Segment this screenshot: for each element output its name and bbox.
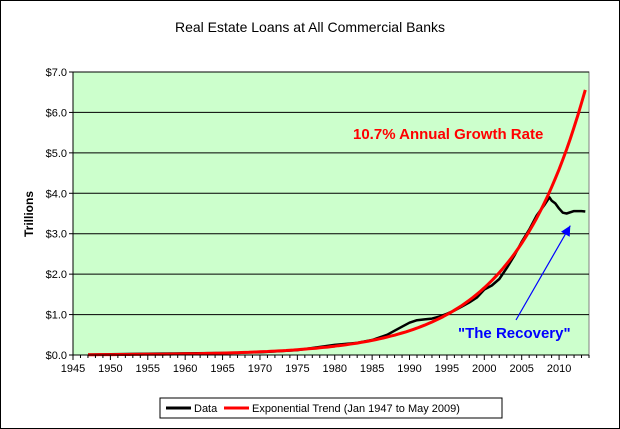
series-layer <box>87 89 587 357</box>
y-axis-label: Trillions <box>22 191 36 237</box>
y-tick-label: $6.0 <box>46 107 67 119</box>
annotation-growth-rate: 10.7% Annual Growth Rate <box>353 126 543 143</box>
recovery-arrow-shaft <box>515 225 571 321</box>
x-tick-label: 2000 <box>472 363 496 375</box>
legend-label-trend: Exponential Trend (Jan 1947 to May 2009) <box>252 403 460 415</box>
legend-label-data: Data <box>194 403 218 415</box>
x-tick-label: 1950 <box>98 363 122 375</box>
y-tick-label: $5.0 <box>46 148 67 160</box>
y-tick-label: $0.0 <box>46 350 67 362</box>
x-tick-label: 1990 <box>397 363 421 375</box>
x-tick-label: 1965 <box>210 363 234 375</box>
recovery-arrow-head <box>561 225 571 237</box>
x-tick-label: 1975 <box>285 363 309 375</box>
chart-title: Real Estate Loans at All Commercial Bank… <box>175 19 445 35</box>
x-tick-label: 1960 <box>173 363 197 375</box>
axes: $0.0 $1.0 $2.0 $3.0 $4.0 $5.0 $6.0 $7.0 1945 1950… <box>46 67 590 375</box>
legend-box <box>159 397 503 419</box>
annotation-recovery: "The Recovery" <box>458 325 571 342</box>
x-tick-label: 1995 <box>435 363 459 375</box>
x-tick-label: 2005 <box>509 363 533 375</box>
x-tick-label: 1945 <box>61 363 85 375</box>
series-line-trend <box>88 89 587 357</box>
y-tick-label: $2.0 <box>46 269 67 281</box>
recovery-arrow <box>515 225 571 321</box>
legend: Data Exponential Trend (Jan 1947 to May … <box>159 397 503 419</box>
x-tick-label: 2010 <box>547 363 571 375</box>
y-tick-label: $1.0 <box>46 310 67 322</box>
plot-area <box>72 71 590 356</box>
x-tick-label: 1955 <box>136 363 160 375</box>
y-tick-label: $3.0 <box>46 229 67 241</box>
y-tick-label: $7.0 <box>46 67 67 79</box>
x-tick-label: 1970 <box>248 363 272 375</box>
y-tick-label: $4.0 <box>46 188 67 200</box>
x-tick-label: 1985 <box>360 363 384 375</box>
x-tick-label: 1980 <box>322 363 346 375</box>
